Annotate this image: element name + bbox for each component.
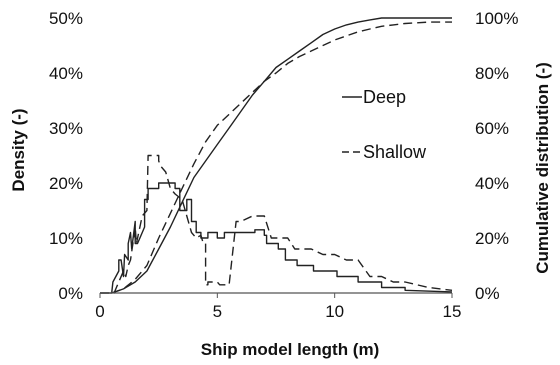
- x-tick-label: 0: [95, 302, 104, 321]
- y-left-tick-label: 30%: [49, 119, 83, 138]
- y-axis-left-title: Density (-): [9, 108, 28, 191]
- y-left-tick-label: 20%: [49, 174, 83, 193]
- x-tick-label: 15: [443, 302, 462, 321]
- series-deep-cumulative-line: [111, 17, 452, 294]
- tick-labels: 0 5 10 15 0% 10% 20% 30% 40% 50% 0% 20% 40% 60% 80% 100…: [49, 9, 519, 321]
- y-right-tick-label: 100%: [475, 9, 518, 28]
- y-right-tick-label: 80%: [475, 64, 509, 83]
- axes: [99, 292, 453, 298]
- x-tick-label: 10: [325, 302, 344, 321]
- series-shallow-cumulative-line: [111, 21, 452, 294]
- y-right-tick-label: 0%: [475, 284, 500, 303]
- legend-label-deep: Deep: [363, 87, 406, 107]
- y-axis-right-title: Cumulative distribution (-): [533, 62, 552, 274]
- plot-area: [100, 17, 453, 294]
- series-shallow-density-line: [100, 154, 453, 294]
- y-left-tick-label: 0%: [58, 284, 83, 303]
- y-left-tick-label: 40%: [49, 64, 83, 83]
- y-right-tick-label: 60%: [475, 119, 509, 138]
- y-right-tick-label: 40%: [475, 174, 509, 193]
- y-left-tick-label: 50%: [49, 9, 83, 28]
- y-left-tick-label: 10%: [49, 229, 83, 248]
- series-deep-density-line: [100, 182, 453, 294]
- legend: Deep Shallow: [342, 87, 427, 162]
- legend-label-shallow: Shallow: [363, 142, 427, 162]
- x-tick-label: 5: [213, 302, 222, 321]
- y-right-tick-label: 20%: [475, 229, 509, 248]
- x-axis-title: Ship model length (m): [201, 340, 380, 359]
